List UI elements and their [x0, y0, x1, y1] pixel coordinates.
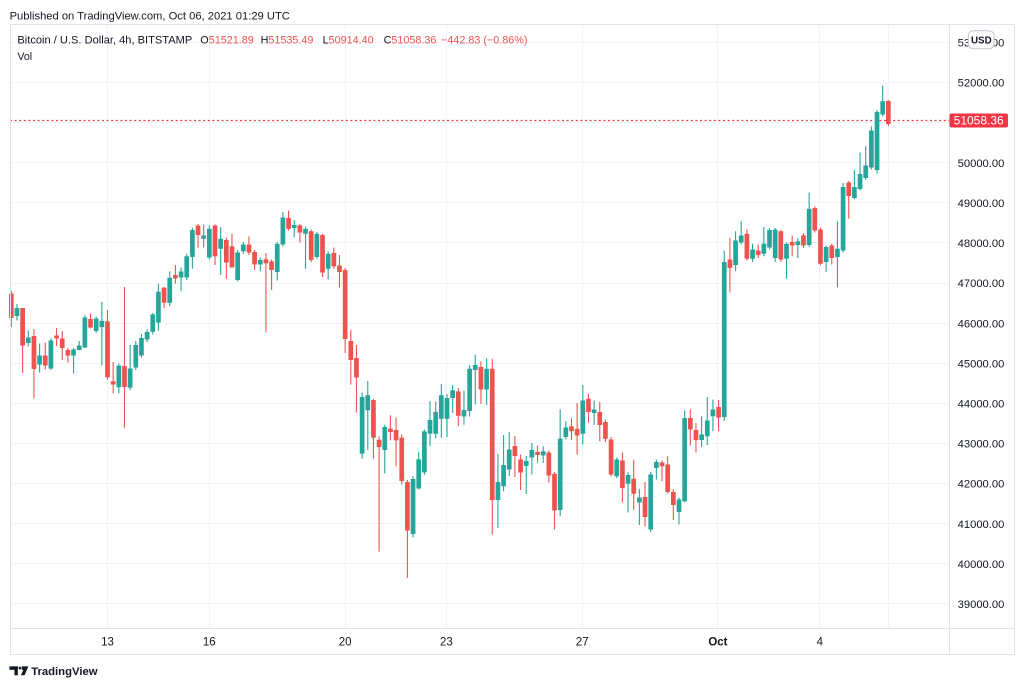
svg-text:39000.00: 39000.00	[958, 599, 1005, 611]
svg-text:49000.00: 49000.00	[958, 198, 1005, 210]
svg-text:47000.00: 47000.00	[958, 278, 1005, 290]
svg-text:USD: USD	[971, 35, 992, 46]
svg-text:23: 23	[440, 637, 453, 649]
svg-text:Oct: Oct	[708, 637, 727, 649]
svg-text:44000.00: 44000.00	[958, 399, 1005, 411]
svg-text:50000.00: 50000.00	[958, 158, 1005, 170]
svg-text:L50914.40: L50914.40	[323, 34, 374, 46]
svg-text:41000.00: 41000.00	[958, 519, 1005, 531]
svg-text:51058.36: 51058.36	[954, 114, 1004, 128]
svg-text:Bitcoin / U.S. Dollar, 4h, BIT: Bitcoin / U.S. Dollar, 4h, BITSTAMP	[17, 34, 192, 46]
svg-text:16: 16	[203, 637, 216, 649]
svg-text:H51535.49: H51535.49	[261, 34, 314, 46]
svg-text:C51058.36: C51058.36	[384, 34, 437, 46]
svg-text:43000.00: 43000.00	[958, 439, 1005, 451]
svg-text:27: 27	[576, 637, 589, 649]
svg-text:−442.83 (−0.86%): −442.83 (−0.86%)	[441, 34, 527, 46]
svg-text:4: 4	[817, 637, 824, 649]
svg-text:O51521.89: O51521.89	[200, 34, 253, 46]
svg-text:Published on TradingView.com,: Published on TradingView.com, Oct 06, 20…	[10, 10, 290, 22]
svg-text:45000.00: 45000.00	[958, 358, 1005, 370]
svg-text:52000.00: 52000.00	[958, 78, 1005, 90]
svg-text:42000.00: 42000.00	[958, 479, 1005, 491]
svg-text:40000.00: 40000.00	[958, 559, 1005, 571]
svg-text:TradingView: TradingView	[31, 666, 98, 678]
svg-text:48000.00: 48000.00	[958, 238, 1005, 250]
svg-text:Vol: Vol	[17, 51, 32, 63]
svg-text:13: 13	[101, 637, 114, 649]
svg-text:46000.00: 46000.00	[958, 318, 1005, 330]
svg-text:20: 20	[339, 637, 352, 649]
